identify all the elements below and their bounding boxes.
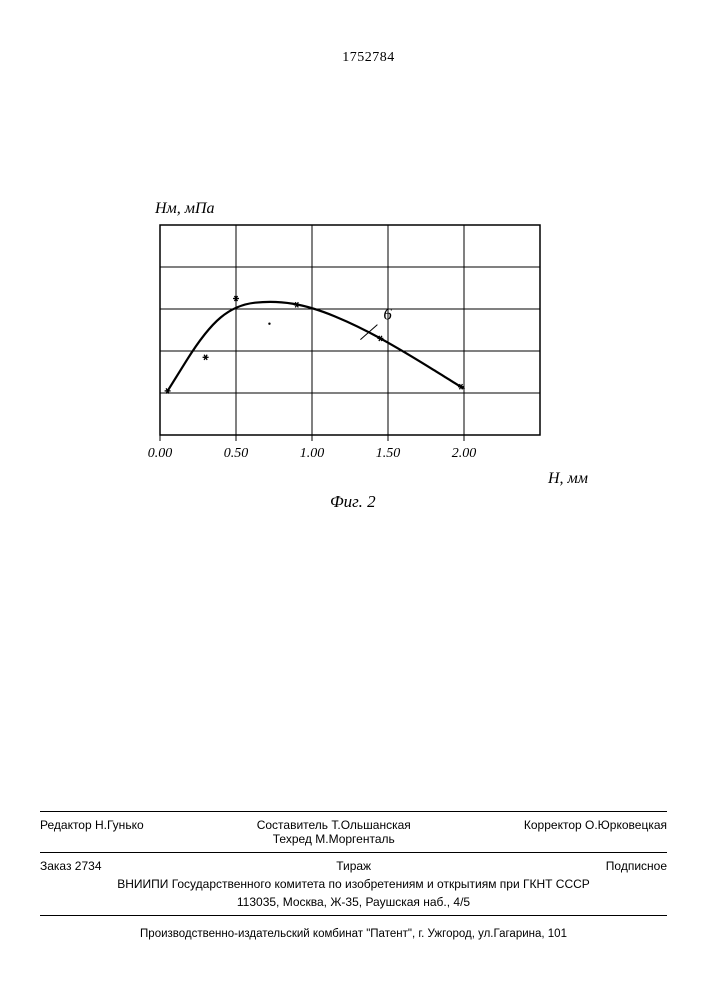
footer-address: 113035, Москва, Ж-35, Раушская наб., 4/5 [40,893,667,911]
footer-corrector: Корректор О.Юрковецкая [524,818,667,846]
svg-text:0.00: 0.00 [148,446,173,461]
chart: 0.00 0.50 1.00 1.50 2.00 6 [140,220,560,480]
footer-tirazh: Тираж [336,859,371,873]
footer-editor: Редактор Н.Гунько [40,818,144,846]
svg-text:6: 6 [383,305,392,324]
y-axis-label: Нм, мПа [155,200,215,218]
footer-order: Заказ 2734 [40,859,102,873]
figure-caption: Фиг. 2 [330,492,376,512]
svg-text:2.00: 2.00 [452,446,477,461]
svg-text:1.50: 1.50 [376,446,401,461]
footer-techred: Техред М.Моргенталь [273,832,395,846]
svg-text:1.00: 1.00 [300,446,325,461]
page-number: 1752784 [342,50,395,66]
footer-publisher: Производственно-издательский комбинат "П… [40,920,667,940]
svg-text:0.50: 0.50 [224,446,249,461]
footer-compiler: Составитель Т.Ольшанская [257,818,411,832]
x-axis-label: Н, мм [548,470,588,488]
footer: Редактор Н.Гунько Составитель Т.Ольшанск… [40,807,667,940]
footer-org: ВНИИПИ Государственного комитета по изоб… [40,875,667,893]
footer-subscription: Подписное [606,859,667,873]
chart-svg: 0.00 0.50 1.00 1.50 2.00 6 [140,220,560,480]
